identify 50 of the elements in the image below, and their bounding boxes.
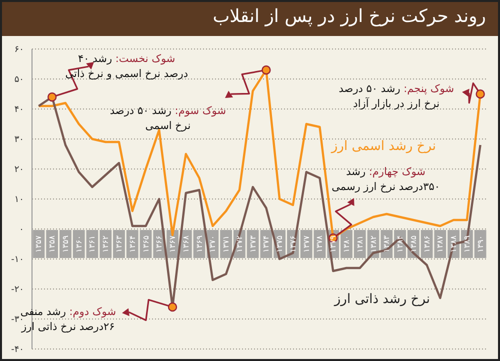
x-tick-label: ۱۳۸۷ — [436, 234, 445, 253]
x-tick-label: ۱۳۵۸ — [48, 234, 57, 253]
x-tick-label: ۱۳۶۹ — [194, 235, 204, 253]
y-tick-label: ۲۰ — [14, 165, 24, 176]
x-tick-label: ۱۳۸۰ — [342, 235, 351, 253]
x-tick-label: ۱۳۷۱ — [222, 235, 231, 253]
x-tick-label: ۱۳۶۶ — [154, 235, 164, 253]
x-tick-label: ۱۳۶۰ — [74, 235, 84, 253]
y-tick-label: -۴۰ — [11, 345, 24, 356]
x-tick-label: ۱۳۷۳ — [248, 234, 258, 253]
x-tick-label: ۱۳۹۰ — [476, 235, 485, 253]
x-tick-label: ۱۳۷۴ — [262, 235, 271, 253]
y-tick-label: ۶۰ — [14, 45, 24, 56]
x-tick-label: ۱۳۸۹ — [462, 235, 472, 253]
x-tick-label: ۱۳۷۶ — [288, 235, 298, 253]
x-tick-label: ۱۳۸۶ — [422, 235, 432, 253]
x-tick-label: ۱۳۶۱ — [88, 235, 97, 253]
x-tick-label: ۱۳۷۷ — [302, 234, 311, 253]
x-tick-label: ۱۳۷۰ — [208, 235, 218, 253]
y-tick-label: ۳۰ — [14, 135, 24, 146]
x-tick-label: ۱۳۸۳ — [382, 234, 392, 253]
x-tick-label: ۱۳۸۴ — [396, 235, 405, 253]
x-tick-label: ۱۳۷۸ — [315, 234, 324, 253]
y-tick-label: ۰ — [19, 225, 24, 236]
x-tick-label: ۱۳۸۱ — [355, 235, 364, 253]
annotation: شوک سوم: رشد ۵۰ درصد نرخ اسمی — [110, 105, 226, 134]
series-label: نرخ رشد اسمی ارز — [331, 139, 436, 154]
x-tick-label: ۱۳۶۵ — [141, 235, 150, 253]
x-tick-label: ۱۳۷۵ — [275, 235, 284, 253]
chart-title: روند حرکت نرخ ارز در پس از انقلاب — [212, 6, 486, 27]
x-tick-label: ۱۳۶۸ — [181, 234, 190, 253]
x-tick-label: ۱۳۸۲ — [368, 235, 378, 253]
series-label: نرخ رشد ذاتی ارز — [334, 292, 430, 307]
x-tick-label: ۱۳۶۲ — [101, 235, 110, 253]
x-tick-label: ۱۳۸۵ — [408, 235, 418, 253]
x-tick-label: ۱۳۵۹ — [60, 235, 70, 253]
y-tick-label: -۳۰ — [11, 315, 24, 326]
y-tick-label: -۲۰ — [11, 285, 24, 296]
y-tick-label: ۱۰ — [14, 195, 24, 206]
x-tick-label: ۱۳۵۷ — [34, 234, 44, 253]
x-tick-label: ۱۳۶۷ — [168, 234, 178, 253]
annotation: شوک چهارم: رشد ۳۵۰درصد نرخ ارز رسمی — [332, 166, 440, 195]
x-tick-label: ۱۳۶۳ — [114, 234, 124, 253]
x-tick-label: ۱۳۷۲ — [234, 235, 244, 253]
y-tick-label: ۵۰ — [14, 75, 24, 86]
y-tick-label: -۱۰ — [11, 255, 24, 266]
x-tick-label: ۱۳۶۴ — [128, 235, 137, 253]
y-tick-label: ۴۰ — [14, 105, 24, 116]
annotation: شوک پنجم: رشد ۵۰ درصد نرخ ارز در بازار آزاد — [338, 83, 454, 112]
x-tick-label: ۱۳۷۹ — [328, 235, 338, 253]
